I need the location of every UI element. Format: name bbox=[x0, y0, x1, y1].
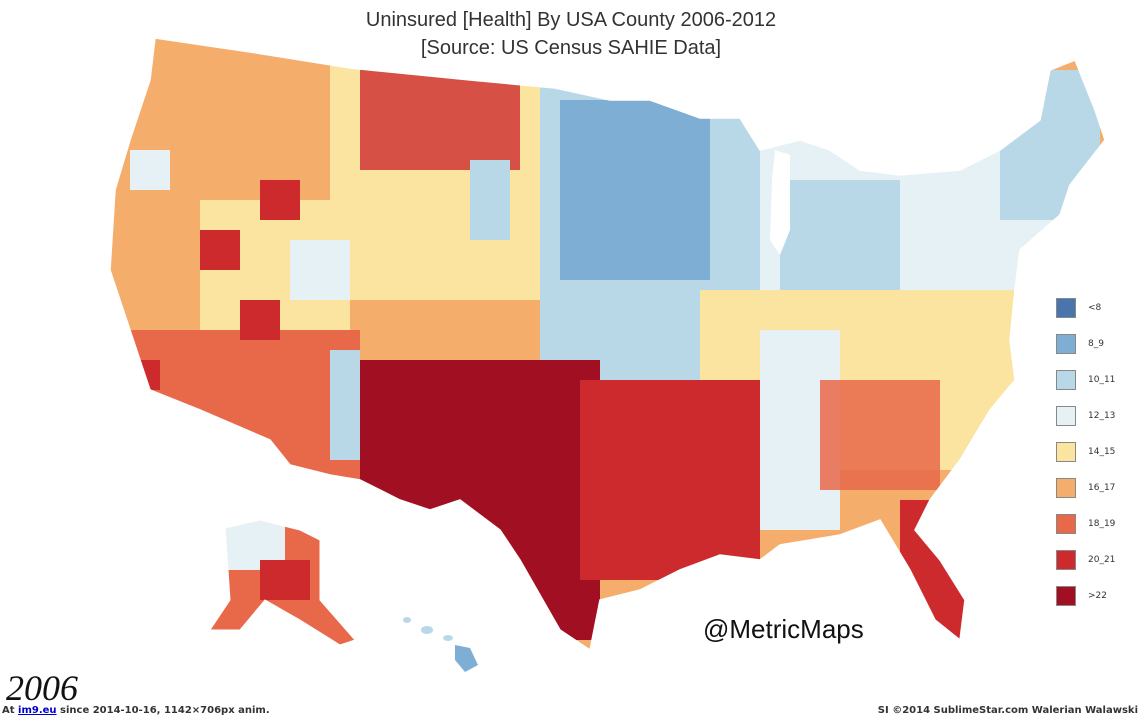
legend-item: 20_21 bbox=[1056, 550, 1136, 572]
legend-item: >22 bbox=[1056, 586, 1136, 608]
map-title: Uninsured [Health] By USA County 2006-20… bbox=[0, 6, 1142, 62]
legend-label: >22 bbox=[1088, 591, 1107, 601]
legend-item: 12_13 bbox=[1056, 406, 1136, 428]
footer-prefix: At bbox=[2, 705, 19, 716]
lake-michigan bbox=[770, 150, 790, 255]
metricmaps-watermark: @MetricMaps bbox=[703, 614, 864, 644]
legend-label: 8_9 bbox=[1088, 339, 1104, 349]
legend-label: 18_19 bbox=[1088, 519, 1116, 529]
legend-label: 10_11 bbox=[1088, 375, 1116, 385]
footer-left: At im9.eu since 2014-10-16, 1142×706px a… bbox=[2, 705, 270, 716]
legend-swatch bbox=[1056, 442, 1076, 462]
legend-swatch bbox=[1056, 406, 1076, 426]
legend-item: 8_9 bbox=[1056, 334, 1136, 356]
legend-swatch bbox=[1056, 334, 1076, 354]
legend-item: 18_19 bbox=[1056, 514, 1136, 536]
map-title-line2: [Source: US Census SAHIE Data] bbox=[420, 37, 722, 59]
legend-label: 12_13 bbox=[1088, 411, 1116, 421]
continental-us-outline bbox=[109, 37, 1106, 652]
legend-swatch bbox=[1056, 298, 1076, 318]
footer-right: SI ©2014 SublimeStar.com Walerian Walaws… bbox=[877, 705, 1138, 716]
im9-link[interactable]: im9.eu bbox=[18, 705, 57, 716]
legend-swatch bbox=[1056, 586, 1076, 606]
alaska-outline bbox=[209, 519, 356, 646]
legend-item: 10_11 bbox=[1056, 370, 1136, 392]
legend-item: <8 bbox=[1056, 298, 1136, 320]
year-label: 2006 bbox=[6, 668, 78, 708]
legend-label: <8 bbox=[1088, 303, 1102, 313]
hawaii bbox=[403, 617, 478, 672]
legend-swatch bbox=[1056, 514, 1076, 534]
footer-suffix: since 2014-10-16, 1142×706px anim. bbox=[56, 705, 270, 716]
legend-swatch bbox=[1056, 370, 1076, 390]
legend-label: 14_15 bbox=[1088, 447, 1116, 457]
legend-label: 20_21 bbox=[1088, 555, 1116, 565]
legend-item: 16_17 bbox=[1056, 478, 1136, 500]
legend-label: 16_17 bbox=[1088, 483, 1116, 493]
legend-item: 14_15 bbox=[1056, 442, 1136, 464]
map-title-line1: Uninsured [Health] By USA County 2006-20… bbox=[365, 9, 777, 31]
legend-swatch bbox=[1056, 550, 1076, 570]
legend-swatch bbox=[1056, 478, 1076, 498]
